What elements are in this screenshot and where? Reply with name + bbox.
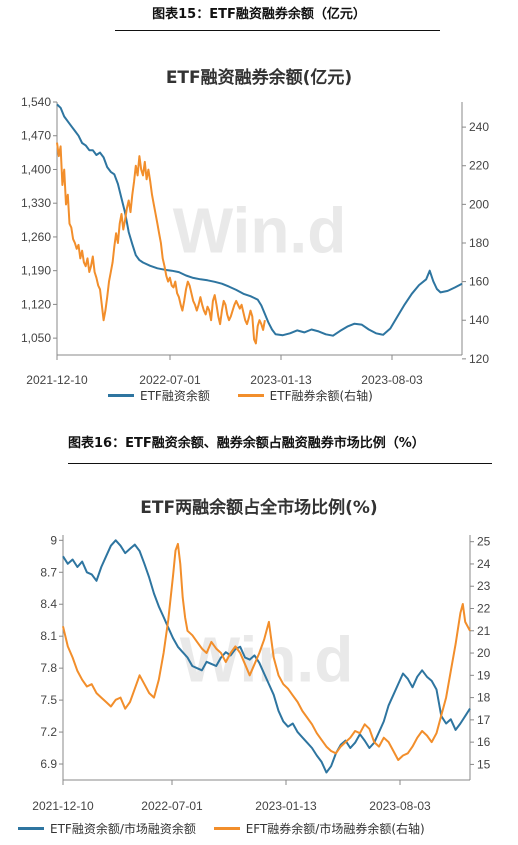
y-right-tick-label: 18 [477,691,491,705]
y-left-tick-label: 7.2 [40,725,57,739]
y-left-tick-label: 7.8 [40,661,57,675]
y-left-tick-label: 8.1 [40,629,57,643]
x-tick-label: 2023-01-13 [255,799,317,813]
y-right-tick-label: 200 [469,197,489,211]
legend-label: ETF融资余额 [140,389,210,403]
x-tick-label: 2023-01-13 [250,373,312,387]
y-left-tick-label: 1,120 [21,297,51,311]
y-left-tick-label: 8.7 [40,565,57,579]
legend-label: ETF融券余额(右轴) [269,389,373,403]
y-left-tick-label: 8.4 [40,597,57,611]
legend-swatch-blue [108,394,134,397]
x-tick-label: 2023-08-03 [361,373,423,387]
chart1-legend: ETF融资余额 ETF融券余额(右轴) [108,387,373,404]
y-left-tick-label: 6.9 [40,757,57,771]
y-right-tick-label: 24 [477,557,491,571]
x-tick-label: 2023-08-03 [369,799,431,813]
chart1-svg: Win.d 1,540 1,470 1,400 1,330 1,260 1,190 1,120… [21,95,489,387]
y-right-tick-label: 160 [469,275,489,289]
x-tick-label: 2021-12-10 [32,799,94,813]
y-right-tick-label: 20 [477,646,491,660]
y-right-tick-label: 25 [477,535,491,549]
x-tick-label: 2022-07-01 [141,799,203,813]
y-right-tick-label: 19 [477,668,491,682]
y-right-tick-label: 23 [477,579,491,593]
y-right-tick-label: 16 [477,735,491,749]
x-tick-label: 2021-12-10 [26,373,88,387]
series-line-short [62,542,471,761]
series-line-short [56,142,266,345]
legend-item-financing: ETF融资余额 [108,389,210,403]
legend-item-financing-ratio: ETF融资余额/市场融资余额 [18,822,196,836]
y-right-tick-label: 17 [477,713,491,727]
y-left-tick-label: 1,190 [21,264,51,278]
y-left-tick-label: 1,050 [21,331,51,345]
y-left-tick-label: 7.5 [40,693,57,707]
figure-caption-16: 图表16：ETF融资余额、融券余额占融资融券市场比例（%） [68,436,425,451]
y-left-tick-label: 1,540 [21,95,51,109]
chart2-legend: ETF融资余额/市场融资余额 EFT融券余额/市场融券余额(右轴) [18,820,425,837]
y-left-tick-label: 1,470 [21,129,51,143]
legend-swatch-orange [237,394,264,397]
y-right-tick-label: 180 [469,236,489,250]
y-right-tick-label: 21 [477,624,491,638]
legend-item-short: ETF融券余额(右轴) [237,389,373,403]
series-line-financing [56,103,463,337]
chart1-title: ETF融资融券余额(亿元) [165,68,353,88]
y-right-tick-label: 22 [477,602,491,616]
watermark-text: Win.d [180,624,354,696]
y-left-tick-label: 1,330 [21,196,51,210]
y-right-tick-label: 140 [469,313,489,327]
x-tick-label: 2022-07-01 [139,373,201,387]
caption-rule-15 [115,30,440,31]
legend-label: ETF融资余额/市场融资余额 [50,822,196,836]
y-right-tick-label: 220 [469,159,489,173]
series-line-financing [62,539,471,774]
y-left-tick-label: 9 [50,533,57,547]
watermark-text: Win.d [173,195,347,267]
legend-swatch-blue [18,827,44,830]
legend-swatch-orange [213,827,240,830]
legend-item-short-ratio: EFT融券余额/市场融券余额(右轴) [213,822,425,836]
y-left-tick-label: 1,400 [21,162,51,176]
caption-rule-16 [68,463,492,464]
figure-caption-15: 图表15：ETF融资融券余额（亿元） [152,7,366,22]
chart2-svg: Win.d 9 8.7 8.4 8.1 7.8 7.5 7.2 6.9 25 24 23 22 21 20 1… [32,533,491,813]
y-right-tick-label: 120 [469,352,489,366]
chart2-title: ETF两融余额占全市场比例(%) [140,498,378,518]
legend-label: EFT融券余额/市场融券余额(右轴) [245,822,425,836]
y-right-tick-label: 240 [469,120,489,134]
y-left-tick-label: 1,260 [21,230,51,244]
y-right-tick-label: 15 [477,757,491,771]
